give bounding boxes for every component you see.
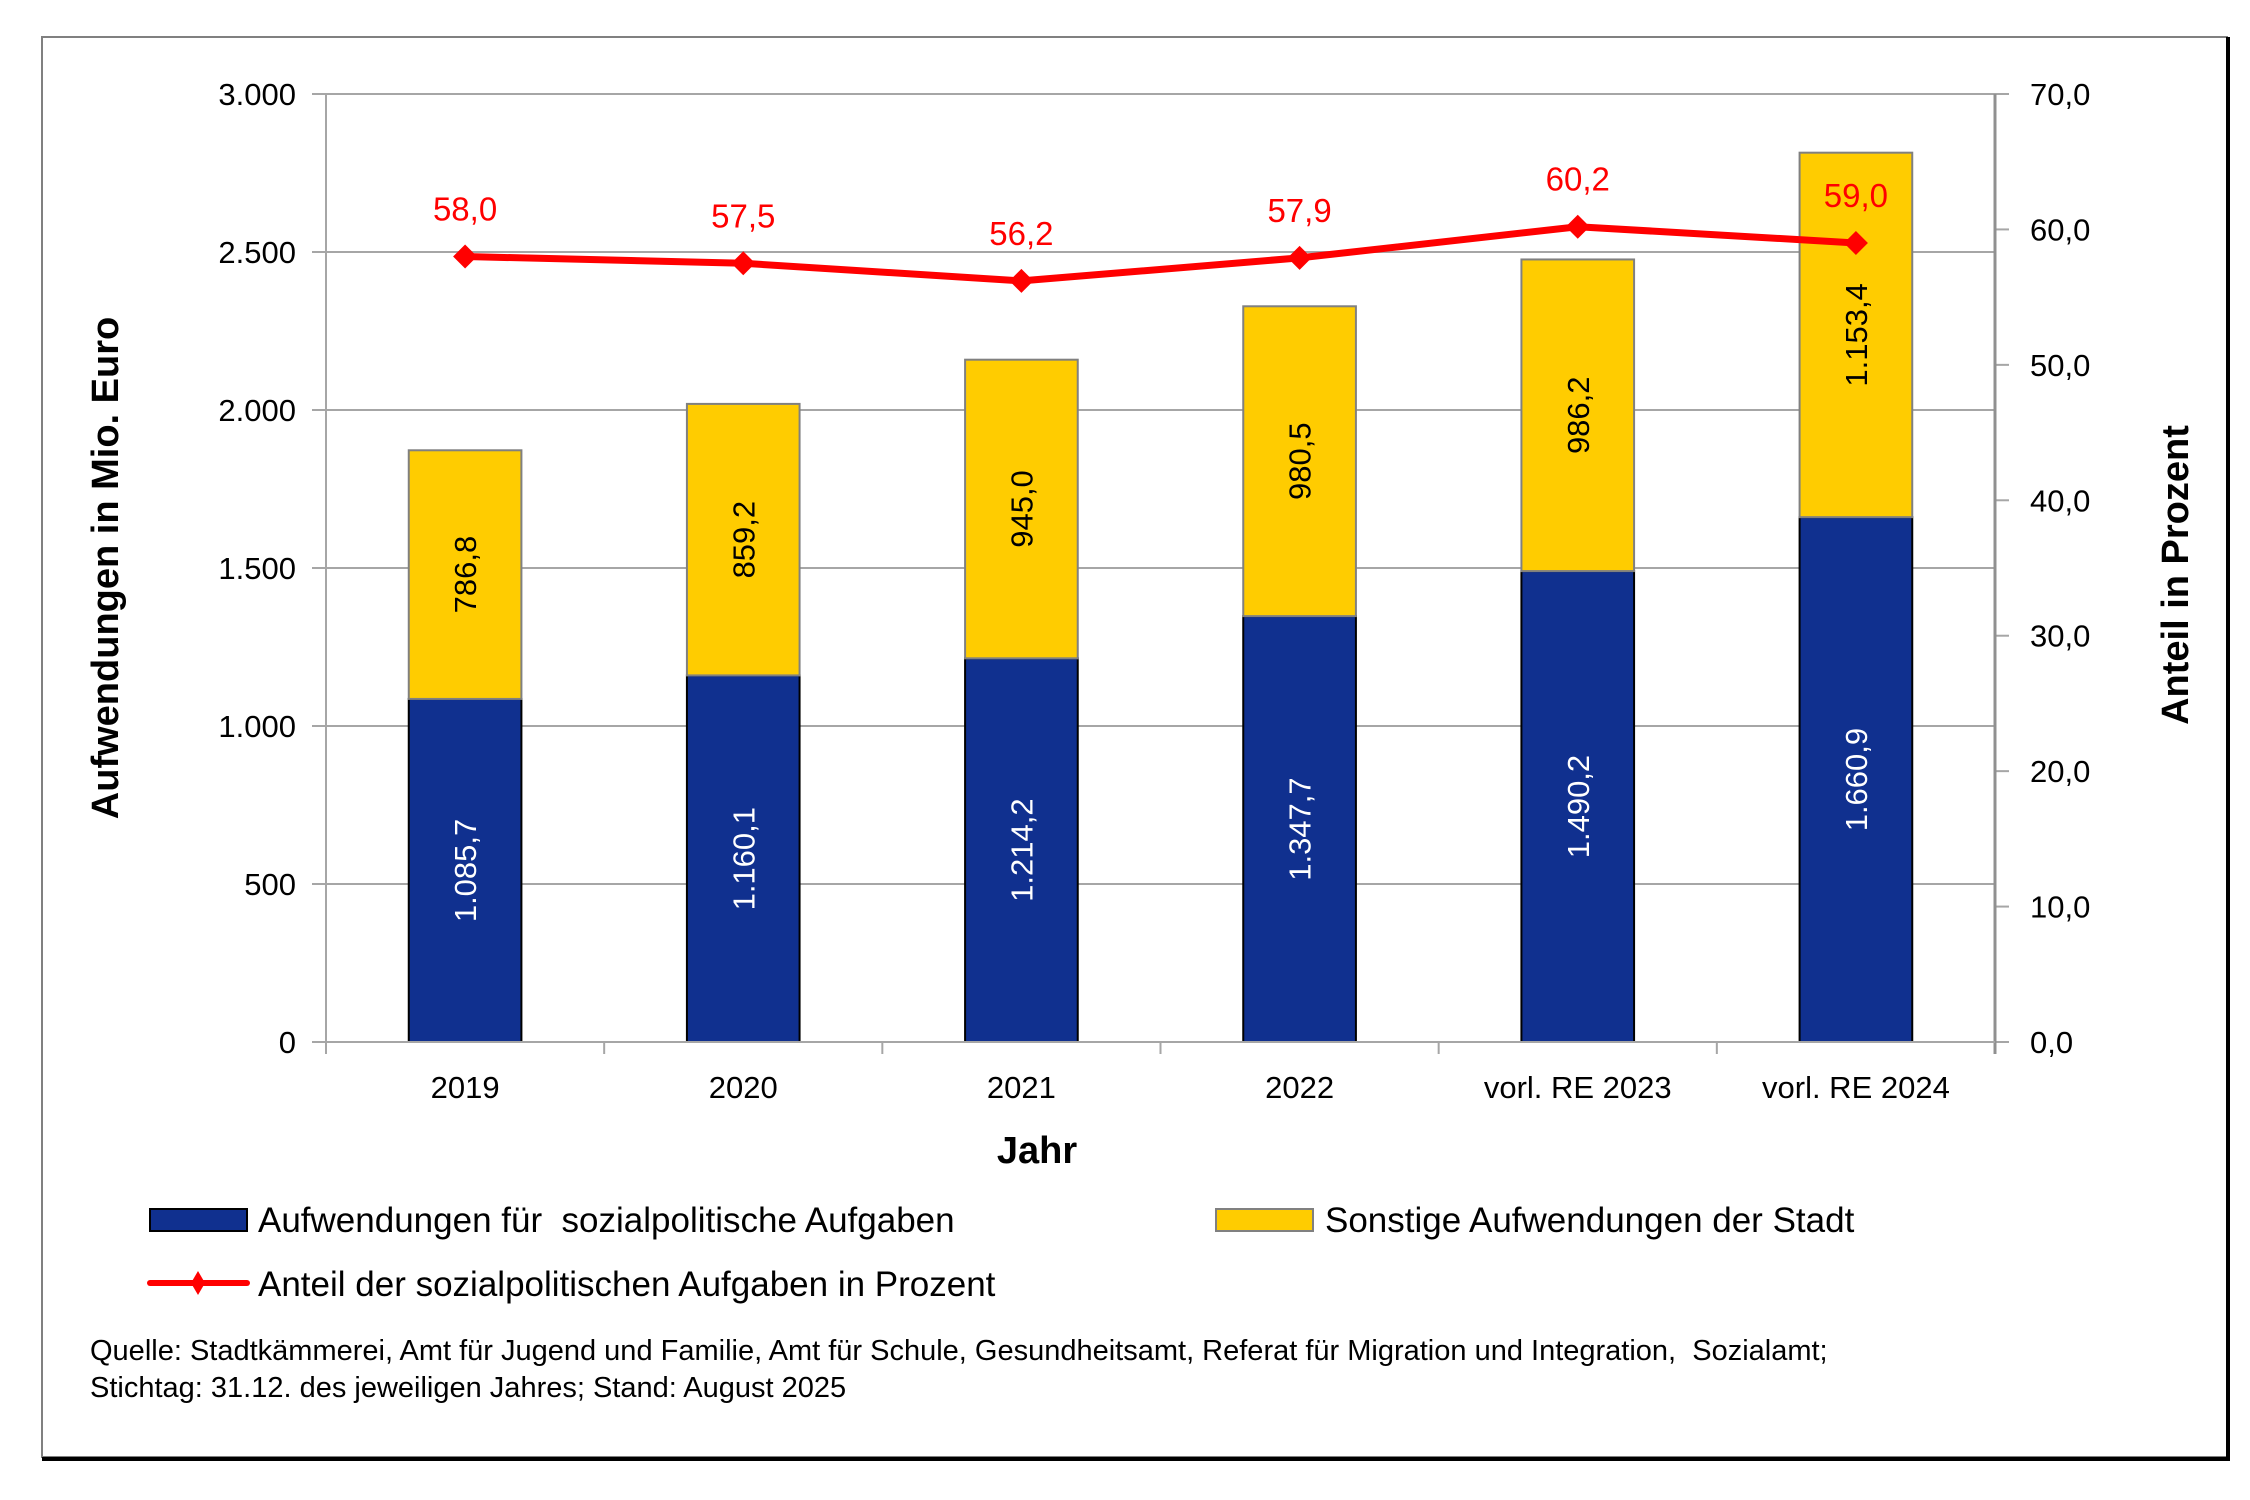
legend-swatch-social xyxy=(149,1208,248,1232)
bar-label-other: 1.153,4 xyxy=(1839,283,1874,386)
source-line-1: Quelle: Stadtkämmerei, Amt für Jugend un… xyxy=(90,1335,1828,1367)
x-tick-label: 2019 xyxy=(431,1070,500,1105)
percent-line-series: 58,0 57,5 56,2 57,9 60,2 59,0 xyxy=(433,161,1888,293)
bar-label-social: 1.660,9 xyxy=(1839,728,1874,831)
y2-tick-label: 70,0 xyxy=(2030,77,2090,112)
y2-tick-label: 10,0 xyxy=(2030,890,2090,925)
right-axis-ticks: 0,0 10,0 20,0 30,0 40,0 50,0 60,0 70,0 xyxy=(1995,77,2090,1060)
percent-line xyxy=(464,223,1857,285)
percent-marker-diamond xyxy=(1009,268,1034,293)
bar-label-other: 786,8 xyxy=(448,536,483,614)
x-tick-label: vorl. RE 2023 xyxy=(1484,1070,1672,1105)
x-axis-ticks: 2019 2020 2021 2022 vorl. RE 2023 vorl. RE 20… xyxy=(325,1042,1996,1105)
bar-label-social: 1.085,7 xyxy=(448,819,483,922)
bar-other xyxy=(1520,258,1636,573)
bar-other xyxy=(1242,305,1357,618)
y2-axis-title: Anteil in Prozent xyxy=(2155,425,2197,725)
bar-label-other: 859,2 xyxy=(726,501,761,579)
legend: Aufwendungen für sozialpolitische Aufgab… xyxy=(147,1201,1855,1304)
left-axis-ticks: 0 500 1.000 1.500 2.000 2.500 3.000 xyxy=(218,77,326,1060)
x-axis-title: Jahr xyxy=(997,1130,1077,1172)
bar-label-other: 945,0 xyxy=(1004,470,1039,548)
y2-tick-label: 60,0 xyxy=(2030,212,2090,247)
bar-social xyxy=(685,674,801,1043)
bar-label-social: 1.214,2 xyxy=(1004,798,1039,901)
legend-label-other: Sonstige Aufwendungen der Stadt xyxy=(1325,1201,1855,1240)
y-axis-title: Aufwendungen in Mio. Euro xyxy=(85,317,127,819)
y2-tick-label: 0,0 xyxy=(2030,1025,2073,1060)
percent-data-label: 59,0 xyxy=(1824,177,1888,214)
legend-label-percent: Anteil der sozialpolitischen Aufgaben in… xyxy=(258,1265,996,1304)
percent-marker-diamond xyxy=(1565,214,1590,239)
y-tick-label: 0 xyxy=(279,1025,296,1060)
bar-social xyxy=(1798,516,1914,1043)
bar-label-other: 986,2 xyxy=(1561,376,1596,454)
y2-tick-label: 20,0 xyxy=(2030,754,2090,789)
x-tick-label: 2022 xyxy=(1265,1070,1334,1105)
bar-social xyxy=(1242,615,1357,1043)
y2-tick-label: 30,0 xyxy=(2030,619,2090,654)
percent-marker-diamond xyxy=(1843,230,1868,255)
gridlines xyxy=(326,93,1995,885)
legend-marker-diamond-icon xyxy=(191,1271,205,1295)
percent-data-label: 60,2 xyxy=(1546,161,1610,198)
legend-label-social: Aufwendungen für sozialpolitische Aufgab… xyxy=(258,1201,955,1240)
bars: 1.085,7 786,8 1.160,1 859,2 1.214,2 945,0 1.34… xyxy=(407,151,1914,1044)
bar-other xyxy=(407,449,523,700)
percent-marker-diamond xyxy=(453,244,478,269)
y-tick-label: 1.500 xyxy=(218,551,296,586)
x-tick-label: 2020 xyxy=(709,1070,778,1105)
bar-label-social: 1.490,2 xyxy=(1561,755,1596,858)
percent-data-label: 57,9 xyxy=(1267,192,1331,229)
bar-label-social: 1.347,7 xyxy=(1283,777,1318,880)
y2-tick-label: 40,0 xyxy=(2030,483,2090,518)
percent-marker-diamond xyxy=(1287,245,1312,270)
bar-other xyxy=(964,358,1079,660)
y-tick-label: 2.500 xyxy=(218,235,296,270)
y-tick-label: 1.000 xyxy=(218,709,296,744)
percent-data-label: 57,5 xyxy=(711,197,775,234)
legend-swatch-other xyxy=(1215,1208,1314,1232)
axes xyxy=(312,94,1997,1054)
source-line-2: Stichtag: 31.12. des jeweiligen Jahres; … xyxy=(90,1372,846,1404)
bar-label-other: 980,5 xyxy=(1283,422,1318,500)
bar-other xyxy=(1798,151,1914,519)
y2-tick-label: 50,0 xyxy=(2030,348,2090,383)
x-tick-label: vorl. RE 2024 xyxy=(1762,1070,1950,1105)
percent-data-label: 56,2 xyxy=(989,215,1053,252)
bar-social xyxy=(407,697,523,1044)
bar-other xyxy=(685,402,801,677)
percent-data-label: 58,0 xyxy=(433,191,497,228)
y-tick-label: 3.000 xyxy=(218,77,296,112)
y-tick-label: 500 xyxy=(244,867,296,902)
x-tick-label: 2021 xyxy=(987,1070,1056,1105)
y-tick-label: 2.000 xyxy=(218,393,296,428)
bar-label-social: 1.160,1 xyxy=(726,807,761,910)
percent-marker-diamond xyxy=(731,251,756,276)
